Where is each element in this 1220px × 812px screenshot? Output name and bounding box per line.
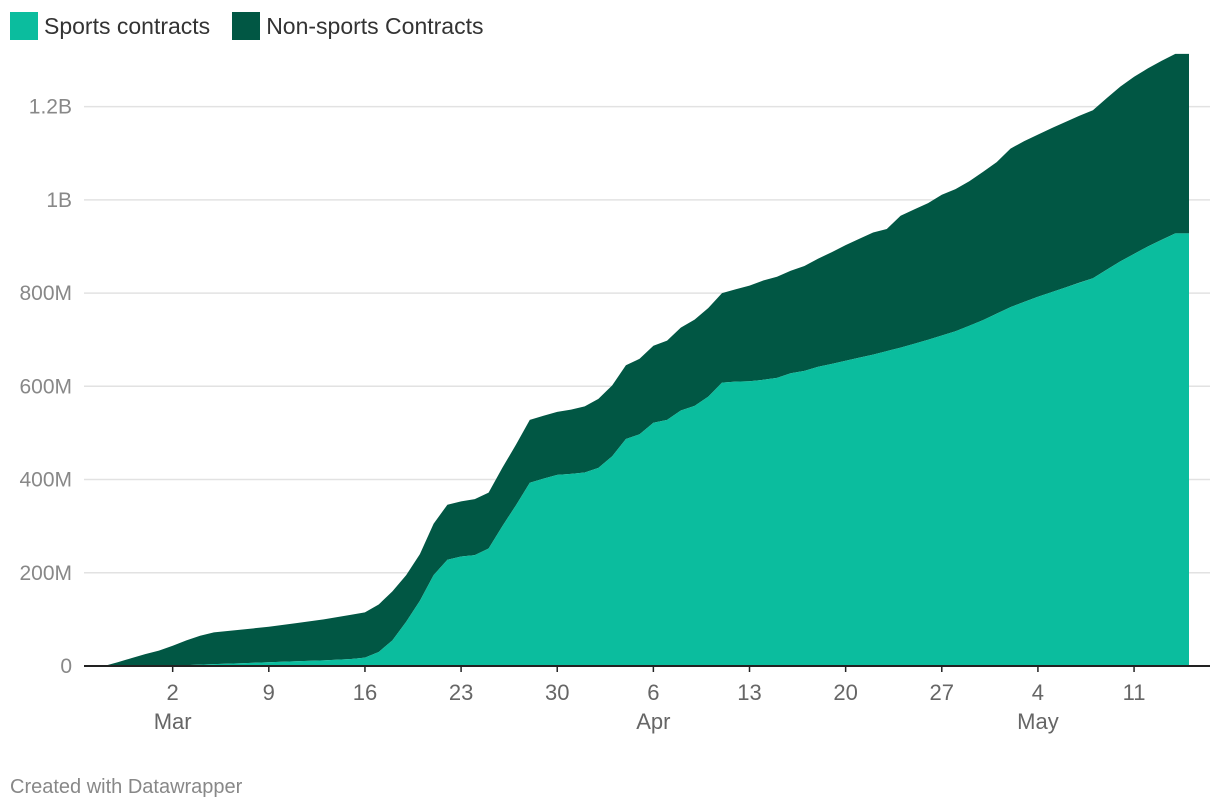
- x-tick-label: 16: [353, 680, 377, 705]
- y-tick-label: 0: [60, 655, 72, 678]
- x-tick-label: 11: [1123, 680, 1146, 705]
- legend-item-nonsports: Non-sports Contracts: [232, 12, 484, 40]
- x-axis-labels: 2 Mar 9 16 23 30 6 Apr 13 20 27 4 May 11: [154, 666, 1146, 734]
- x-tick-label: 4: [1032, 680, 1044, 705]
- legend: Sports contracts Non-sports Contracts: [10, 12, 506, 40]
- x-tick-label: 6: [647, 680, 659, 705]
- y-tick-label: 200M: [19, 562, 72, 585]
- area-nonsports-contracts: [104, 53, 1189, 666]
- y-tick-label: 400M: [19, 469, 72, 492]
- x-tick-label: 23: [449, 680, 473, 705]
- footer-credit: Created with Datawrapper: [10, 776, 243, 798]
- y-tick-label: 800M: [19, 282, 72, 305]
- x-tick-label: 2: [167, 680, 179, 705]
- legend-swatch-nonsports: [232, 12, 261, 40]
- legend-swatch-sports: [10, 12, 38, 40]
- x-tick-label: 30: [545, 680, 569, 705]
- x-tick-label: 20: [833, 680, 857, 705]
- x-tick-label: 13: [737, 680, 761, 705]
- y-tick-label: 600M: [19, 375, 72, 398]
- areas: [104, 53, 1189, 666]
- y-tick-label: 1.2B: [29, 96, 72, 119]
- legend-label-nonsports: Non-sports Contracts: [266, 12, 484, 39]
- area-sports-contracts: [104, 233, 1189, 666]
- y-tick-label: 1B: [46, 189, 72, 212]
- x-tick-label: 27: [930, 680, 954, 705]
- area-chart: 0 200M 400M 600M 800M 1B 1.2B 2 Mar 9 16 23 30 6 Apr 1…: [19, 53, 1210, 734]
- x-month-label: Apr: [636, 709, 670, 734]
- x-month-label: May: [1017, 709, 1059, 734]
- legend-label-sports: Sports contracts: [44, 12, 211, 39]
- y-axis-labels: 0 200M 400M 600M 800M 1B 1.2B: [19, 96, 72, 678]
- legend-item-sports: Sports contracts: [10, 12, 210, 40]
- x-tick-label: 9: [263, 680, 275, 705]
- x-month-label: Mar: [154, 709, 192, 734]
